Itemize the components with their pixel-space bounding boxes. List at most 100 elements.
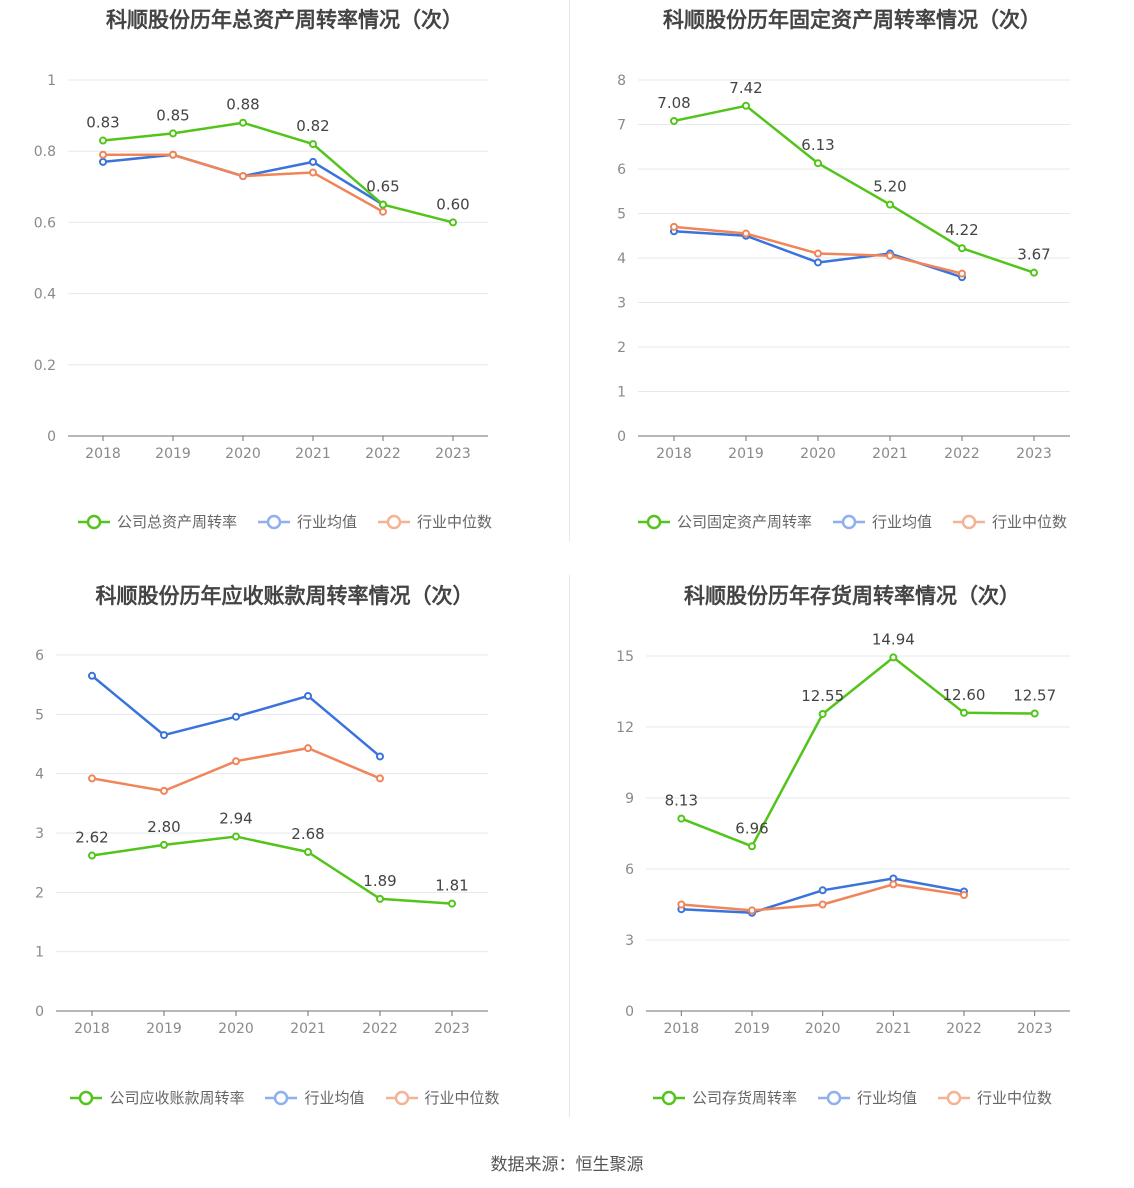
legend-item[interactable]: 行业中位数 xyxy=(937,1087,1052,1108)
data-point[interactable] xyxy=(169,129,177,138)
data-point[interactable] xyxy=(818,900,827,909)
data-point[interactable] xyxy=(677,814,686,823)
data-point[interactable] xyxy=(886,200,894,209)
legend-item[interactable]: 行业中位数 xyxy=(377,511,492,532)
x-tick-label: 2022 xyxy=(944,446,980,462)
data-label: 7.08 xyxy=(657,94,690,112)
data-point[interactable] xyxy=(304,744,312,753)
data-point[interactable] xyxy=(309,168,317,177)
data-label: 1.81 xyxy=(435,877,468,895)
chart-title: 科顺股份历年固定资产周转率情况（次） xyxy=(663,8,1041,32)
chart-legend: 公司应收账款周转率 行业均值 行业中位数 xyxy=(0,1087,569,1108)
data-point[interactable] xyxy=(309,157,317,166)
data-point[interactable] xyxy=(232,712,240,721)
data-point[interactable] xyxy=(232,757,240,766)
x-tick-label: 2023 xyxy=(1016,446,1052,462)
data-point[interactable] xyxy=(88,671,96,680)
y-tick-label: 6 xyxy=(35,648,44,664)
data-label: 6.96 xyxy=(735,819,768,837)
data-point[interactable] xyxy=(1030,268,1038,277)
data-point[interactable] xyxy=(160,840,168,849)
legend-item[interactable]: 行业均值 xyxy=(832,511,932,532)
data-point[interactable] xyxy=(379,207,387,216)
data-point[interactable] xyxy=(88,851,96,860)
data-point[interactable] xyxy=(670,222,678,231)
data-point[interactable] xyxy=(886,251,894,260)
data-point[interactable] xyxy=(814,249,822,258)
data-point[interactable] xyxy=(88,774,96,783)
data-point[interactable] xyxy=(376,752,384,761)
data-point[interactable] xyxy=(748,842,756,851)
line-chart: 0 1 2 3 4 5 6 7 8 2018 2019 2020 2021 2022 2023 7.08 7.4… xyxy=(617,73,1070,462)
legend-item[interactable]: 行业均值 xyxy=(817,1087,917,1108)
data-point[interactable] xyxy=(448,899,456,908)
legend-item[interactable]: 行业均值 xyxy=(264,1087,365,1108)
data-label: 6.13 xyxy=(801,136,834,154)
data-point[interactable] xyxy=(239,172,247,181)
legend-item[interactable]: 公司存货周转率 xyxy=(652,1087,797,1108)
data-point[interactable] xyxy=(814,159,822,168)
data-point[interactable] xyxy=(670,116,678,125)
y-tick-label: 0.4 xyxy=(34,287,56,303)
legend-label: 行业中位数 xyxy=(424,1089,500,1107)
legend-item[interactable]: 行业均值 xyxy=(257,511,357,532)
y-tick-label: 4 xyxy=(617,251,626,267)
x-tick-label: 2021 xyxy=(876,1021,912,1037)
data-point[interactable] xyxy=(958,269,966,278)
data-point[interactable] xyxy=(742,101,750,110)
legend-item[interactable]: 公司固定资产周转率 xyxy=(637,511,812,532)
legend-label: 公司应收账款周转率 xyxy=(109,1089,245,1107)
series-line xyxy=(673,104,1035,274)
data-point[interactable] xyxy=(960,708,968,717)
data-point[interactable] xyxy=(379,200,387,209)
data-label: 8.13 xyxy=(665,792,698,810)
series-line xyxy=(91,835,453,905)
data-point[interactable] xyxy=(99,157,107,166)
data-point[interactable] xyxy=(1030,709,1039,718)
data-point[interactable] xyxy=(818,709,827,718)
data-point[interactable] xyxy=(889,653,898,662)
data-point[interactable] xyxy=(958,244,966,253)
data-point[interactable] xyxy=(449,218,457,227)
data-point[interactable] xyxy=(309,140,317,149)
legend-item[interactable]: 公司应收账款周转率 xyxy=(69,1087,244,1108)
legend-item[interactable]: 公司总资产周转率 xyxy=(77,511,237,532)
data-point[interactable] xyxy=(376,774,384,783)
y-tick-label: 0 xyxy=(617,429,626,445)
data-point[interactable] xyxy=(239,118,247,127)
data-label: 0.82 xyxy=(296,117,329,135)
chart-panel-fixed-asset-turnover: 科顺股份历年固定资产周转率情况（次） 0 1 2 3 4 5 6 7 8 2018 2019 2020… xyxy=(570,0,1134,560)
data-point[interactable] xyxy=(889,880,898,889)
vertical-divider-top xyxy=(569,0,570,542)
data-point[interactable] xyxy=(742,229,750,238)
data-point[interactable] xyxy=(304,691,312,700)
data-point[interactable] xyxy=(304,847,312,856)
data-point[interactable] xyxy=(169,150,177,159)
x-tick-label: 2020 xyxy=(800,446,836,462)
data-point[interactable] xyxy=(160,786,168,795)
y-tick-label: 9 xyxy=(625,791,634,807)
data-point[interactable] xyxy=(376,894,384,903)
series-line xyxy=(102,121,454,224)
data-point[interactable] xyxy=(677,900,686,909)
data-point[interactable] xyxy=(99,150,107,159)
data-point[interactable] xyxy=(232,832,240,841)
legend-label: 公司固定资产周转率 xyxy=(676,513,812,531)
data-point[interactable] xyxy=(99,136,107,145)
legend-item[interactable]: 行业中位数 xyxy=(385,1087,500,1108)
y-tick-label: 15 xyxy=(616,649,634,665)
legend-marker-icon xyxy=(257,514,290,529)
y-tick-label: 0 xyxy=(35,1004,44,1020)
data-point[interactable] xyxy=(814,258,822,267)
data-point[interactable] xyxy=(748,906,756,915)
data-label: 5.20 xyxy=(873,178,906,196)
data-label: 0.83 xyxy=(86,114,119,132)
data-point[interactable] xyxy=(160,731,168,740)
x-tick-label: 2021 xyxy=(872,446,908,462)
data-point[interactable] xyxy=(818,886,827,895)
legend-marker-icon xyxy=(637,514,670,529)
data-point[interactable] xyxy=(960,891,968,900)
legend-item[interactable]: 行业中位数 xyxy=(952,511,1067,532)
data-label: 4.22 xyxy=(945,221,978,239)
legend-label: 行业均值 xyxy=(304,1089,365,1107)
